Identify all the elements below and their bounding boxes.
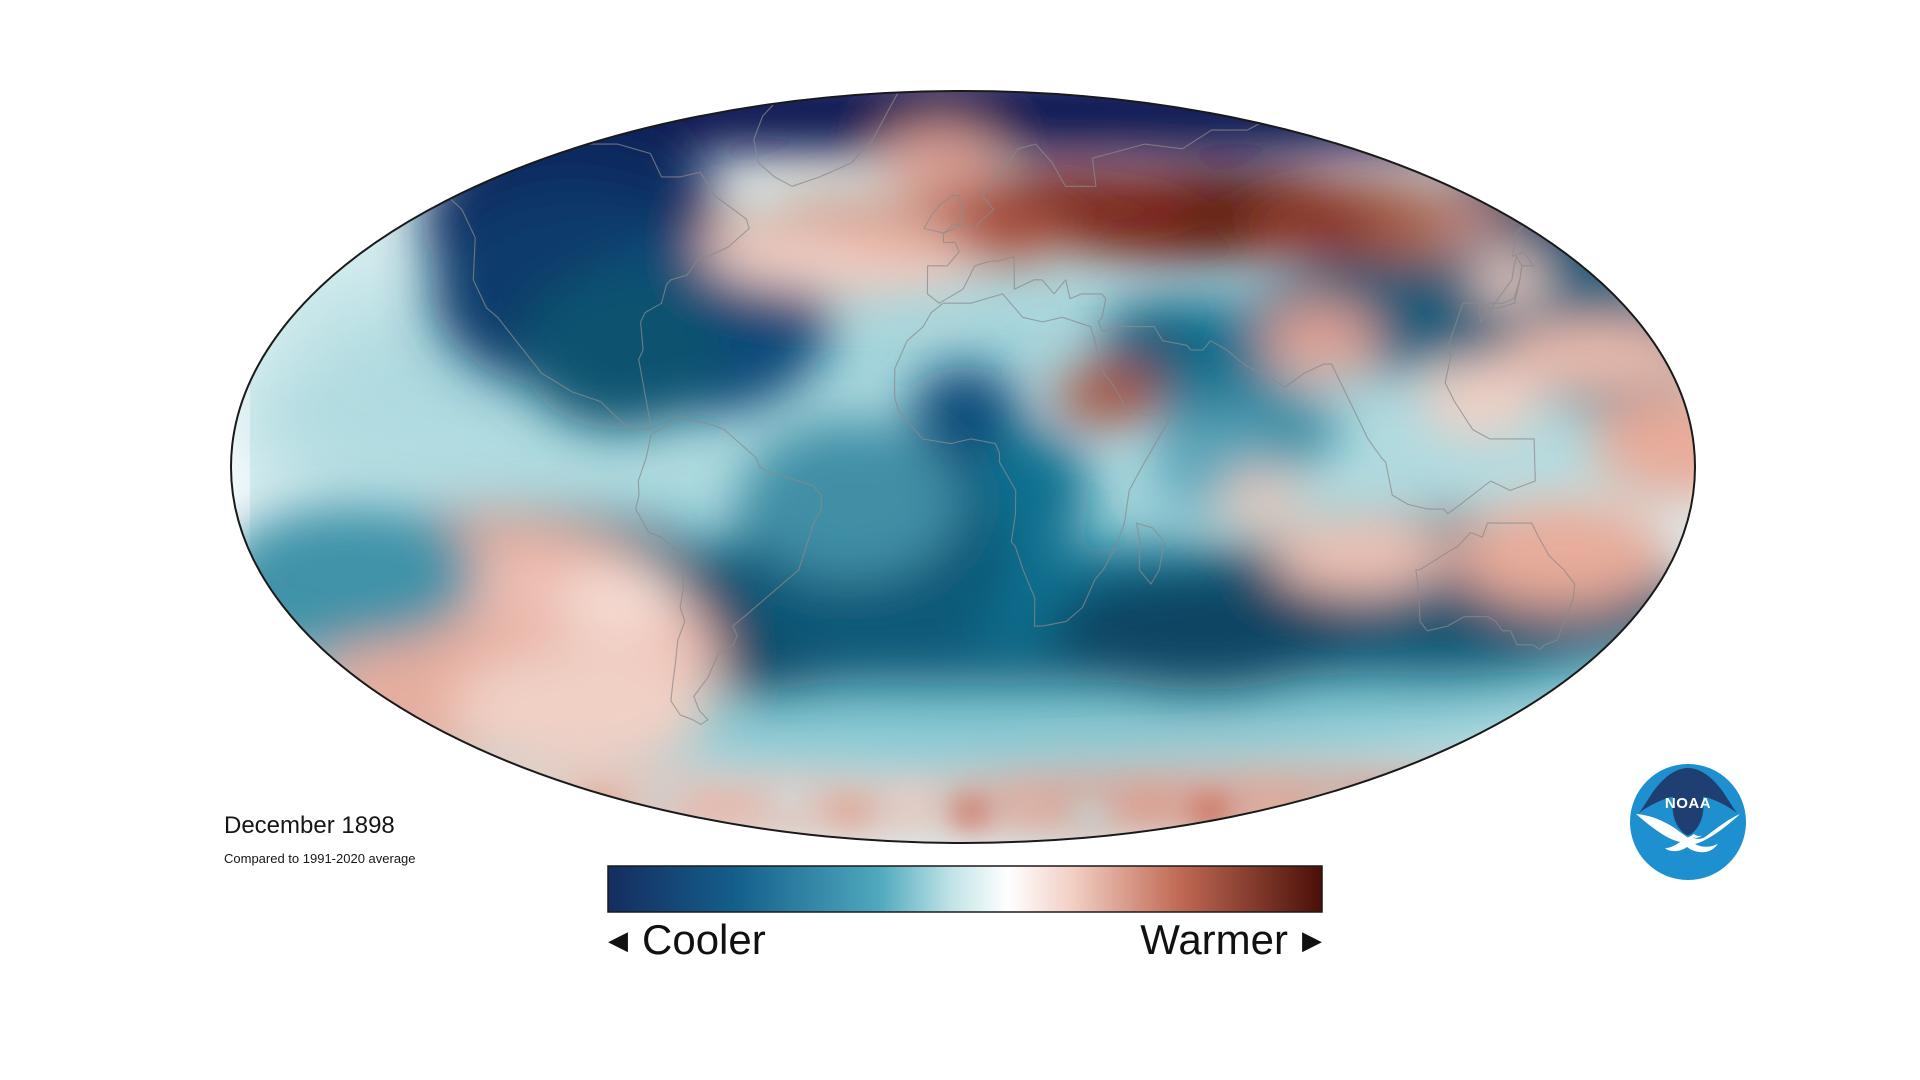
svg-text:NOAA: NOAA bbox=[1665, 795, 1711, 812]
